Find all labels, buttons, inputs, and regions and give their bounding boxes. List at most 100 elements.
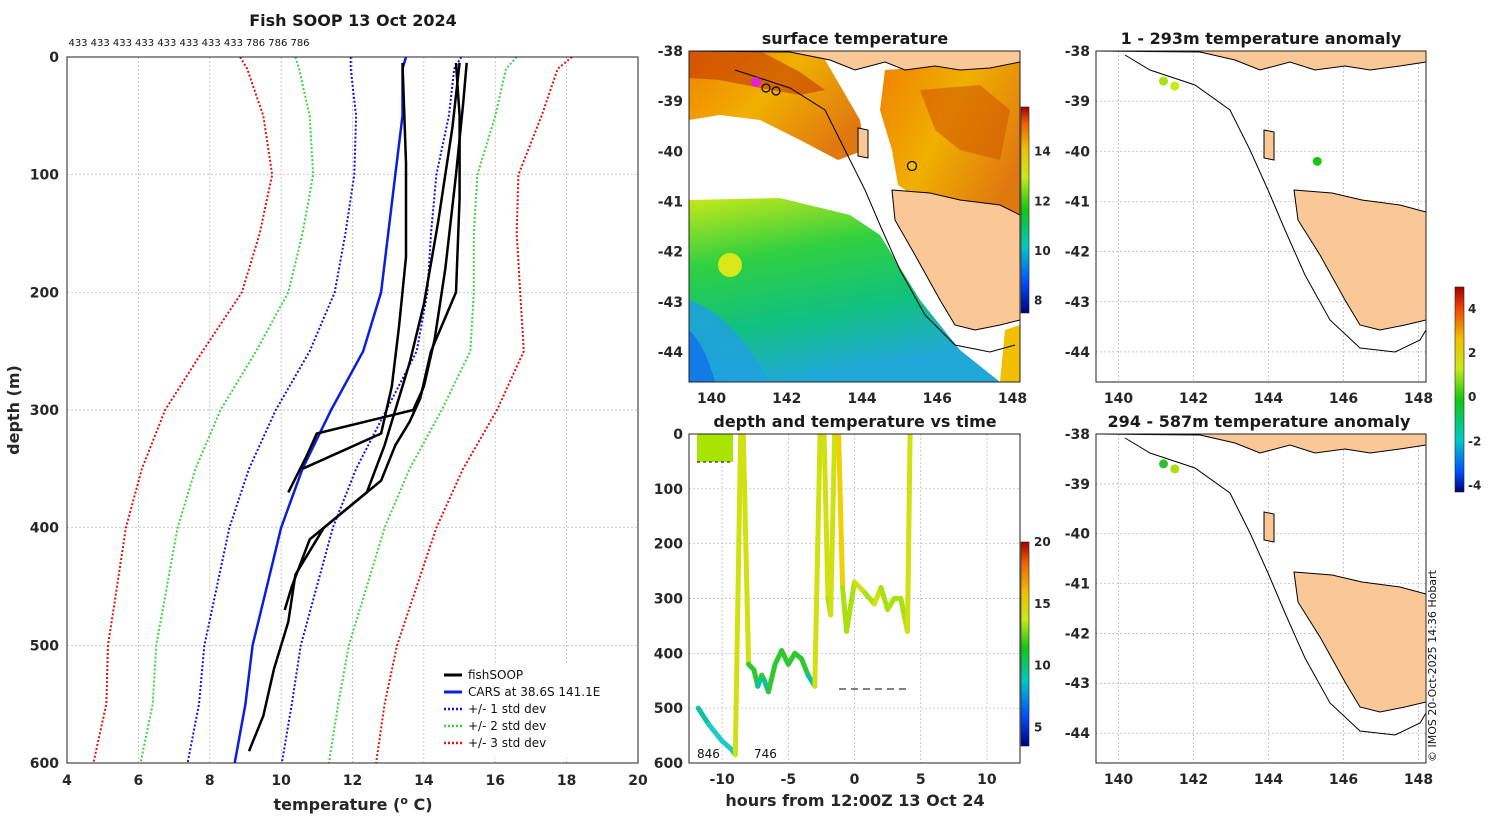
- colorbar-tick: 8: [1034, 294, 1042, 308]
- timeseries-track-segment: [828, 434, 838, 618]
- colorbar-tick: -4: [1468, 478, 1481, 492]
- timeseries-track-segment: [765, 661, 778, 695]
- map-ytick: -38: [658, 44, 683, 60]
- map-ytick: -41: [658, 194, 683, 210]
- timeseries-axes: [688, 433, 1021, 764]
- timeseries-track-segment: [852, 579, 868, 596]
- sst-warm-southeast: [1000, 325, 1020, 382]
- profile-xtick: 8: [205, 773, 215, 789]
- a2-shelf-contour: [1124, 437, 1426, 736]
- map-ytick: -38: [1065, 427, 1090, 443]
- profile-xlabel: temperature (o C): [273, 794, 432, 814]
- timeseries-annotation-846: 846: [697, 747, 720, 761]
- map-xtick: 142: [1179, 772, 1208, 788]
- timeseries-title: depth and temperature vs time: [713, 412, 996, 431]
- anomaly-shallow-point: [1170, 81, 1180, 91]
- a1-land-victoria: [1096, 51, 1426, 71]
- profile-axes: [66, 56, 639, 764]
- map-ytick: -39: [1065, 477, 1090, 493]
- sst-title: surface temperature: [762, 29, 949, 48]
- timeseries-ytick: 400: [654, 646, 683, 662]
- sst-warm-eddy: [718, 253, 742, 277]
- timeseries-track-segment: [844, 579, 857, 634]
- profile-xtick: 10: [271, 773, 291, 789]
- profile-count: 786: [246, 38, 265, 49]
- map-ytick: -40: [658, 144, 684, 160]
- colorbar-tick: 2: [1468, 346, 1476, 360]
- sst-colorbar: [1020, 106, 1030, 314]
- sst-marker-3: [906, 160, 918, 172]
- colorbar-tick: 10: [1034, 659, 1051, 673]
- profile-xtick: 16: [486, 773, 505, 789]
- anomaly-deep-points: [1159, 459, 1180, 474]
- anomaly-colorbar: [1454, 286, 1465, 493]
- profile-top-counts: 433 433 433 433 433 433 433 433 786 786 786: [68, 38, 309, 49]
- sst-colorbar-ticks: 8 10 12 14: [1034, 145, 1051, 308]
- sst-shelf-contour: [734, 69, 1016, 353]
- sst-cool-south: [689, 198, 1000, 382]
- anomaly-deep-panel: 294 - 587m temperature anomaly 140 142 144…: [1065, 286, 1481, 788]
- timeseries-ytick: 500: [654, 701, 683, 717]
- map-ytick: -43: [1065, 295, 1090, 311]
- sst-land-victoria: [689, 51, 1020, 71]
- anomaly-shallow-title: 1 - 293m temperature anomaly: [1121, 29, 1402, 48]
- anomaly-shallow-axes: [1095, 50, 1427, 383]
- profile-ytick: 600: [30, 756, 59, 772]
- map-xtick: 140: [697, 391, 726, 407]
- timeseries-xtick: -10: [709, 772, 735, 788]
- timeseries-ytick: 100: [654, 482, 683, 498]
- map-xtick: 146: [923, 391, 952, 407]
- legend-box: [438, 665, 632, 758]
- sst-cold-core: [689, 330, 715, 382]
- profile-ytick: 200: [30, 285, 59, 301]
- a2-land-king-island: [1263, 511, 1275, 543]
- colorbar-tick: 20: [1034, 535, 1051, 549]
- timeseries-colorbar: [1020, 541, 1030, 747]
- profile-xtick: 18: [557, 773, 576, 789]
- profile-cars-line: [233, 56, 408, 764]
- profile-ytick: 400: [30, 521, 59, 537]
- map-ytick: -39: [658, 94, 683, 110]
- profile-count: 433: [113, 38, 132, 49]
- sst-cold-patch: [689, 300, 770, 382]
- profile-grid: [67, 57, 638, 763]
- profile-std-plus-1: [280, 56, 463, 764]
- legend-label-sd2: +/- 2 std dev: [468, 719, 546, 733]
- anomaly-deep-map: [1096, 434, 1426, 736]
- map-ytick: -41: [1065, 577, 1090, 593]
- profile-count: 433: [224, 38, 243, 49]
- map-ytick: -44: [1065, 726, 1091, 742]
- copyright-text: © IMOS 20-Oct-2025 14:36 Hobart: [1426, 569, 1439, 762]
- map-xtick: 144: [1254, 391, 1283, 407]
- profile-legend: fishSOOP CARS at 38.6S 141.1E +/- 1 std …: [438, 665, 632, 758]
- timeseries-track-segment: [706, 722, 725, 744]
- timeseries-ytick: 200: [654, 537, 683, 553]
- profile-count: 433: [135, 38, 154, 49]
- profile-xtick: 12: [343, 773, 362, 789]
- map-ytick: -42: [658, 245, 683, 261]
- timeseries-track: [695, 434, 913, 758]
- legend-label-sd3: +/- 3 std dev: [468, 736, 546, 750]
- anomaly-deep-axes: [1095, 433, 1427, 764]
- map-xtick: 142: [1179, 391, 1208, 407]
- profile-count: 433: [157, 38, 176, 49]
- map-xtick: 148: [1404, 391, 1433, 407]
- a2-land-victoria: [1096, 434, 1426, 454]
- a1-land-tasmania: [1293, 189, 1426, 331]
- timeseries-track-segment: [799, 656, 811, 678]
- profile-std-plus-3: [375, 56, 573, 764]
- anomaly-shallow-point: [1159, 76, 1168, 86]
- profile-xtick: 6: [134, 773, 144, 789]
- profile-count: 433: [68, 38, 87, 49]
- timeseries-ytick: 600: [654, 756, 683, 772]
- sst-panel: surface temperature 140 142 144 146 148-38-3…: [658, 29, 1051, 407]
- profile-lines: [92, 56, 573, 764]
- profile-xtick: 14: [414, 773, 434, 789]
- sst-marker-2: [771, 86, 781, 96]
- sst-marker-1: [761, 83, 771, 93]
- map-ytick: -38: [1065, 44, 1090, 60]
- colorbar-tick: 0: [1468, 390, 1476, 404]
- profile-title: Fish SOOP 13 Oct 2024: [249, 11, 457, 30]
